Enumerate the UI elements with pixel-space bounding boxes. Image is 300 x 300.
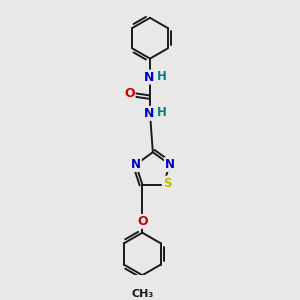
Text: O: O — [124, 87, 135, 100]
Text: S: S — [163, 177, 171, 190]
Text: N: N — [143, 70, 154, 84]
Text: O: O — [137, 215, 148, 228]
Text: N: N — [143, 107, 154, 120]
Text: CH₃: CH₃ — [131, 290, 154, 299]
Text: N: N — [131, 158, 141, 171]
Text: N: N — [165, 158, 175, 171]
Text: H: H — [157, 106, 167, 119]
Text: H: H — [157, 70, 167, 83]
